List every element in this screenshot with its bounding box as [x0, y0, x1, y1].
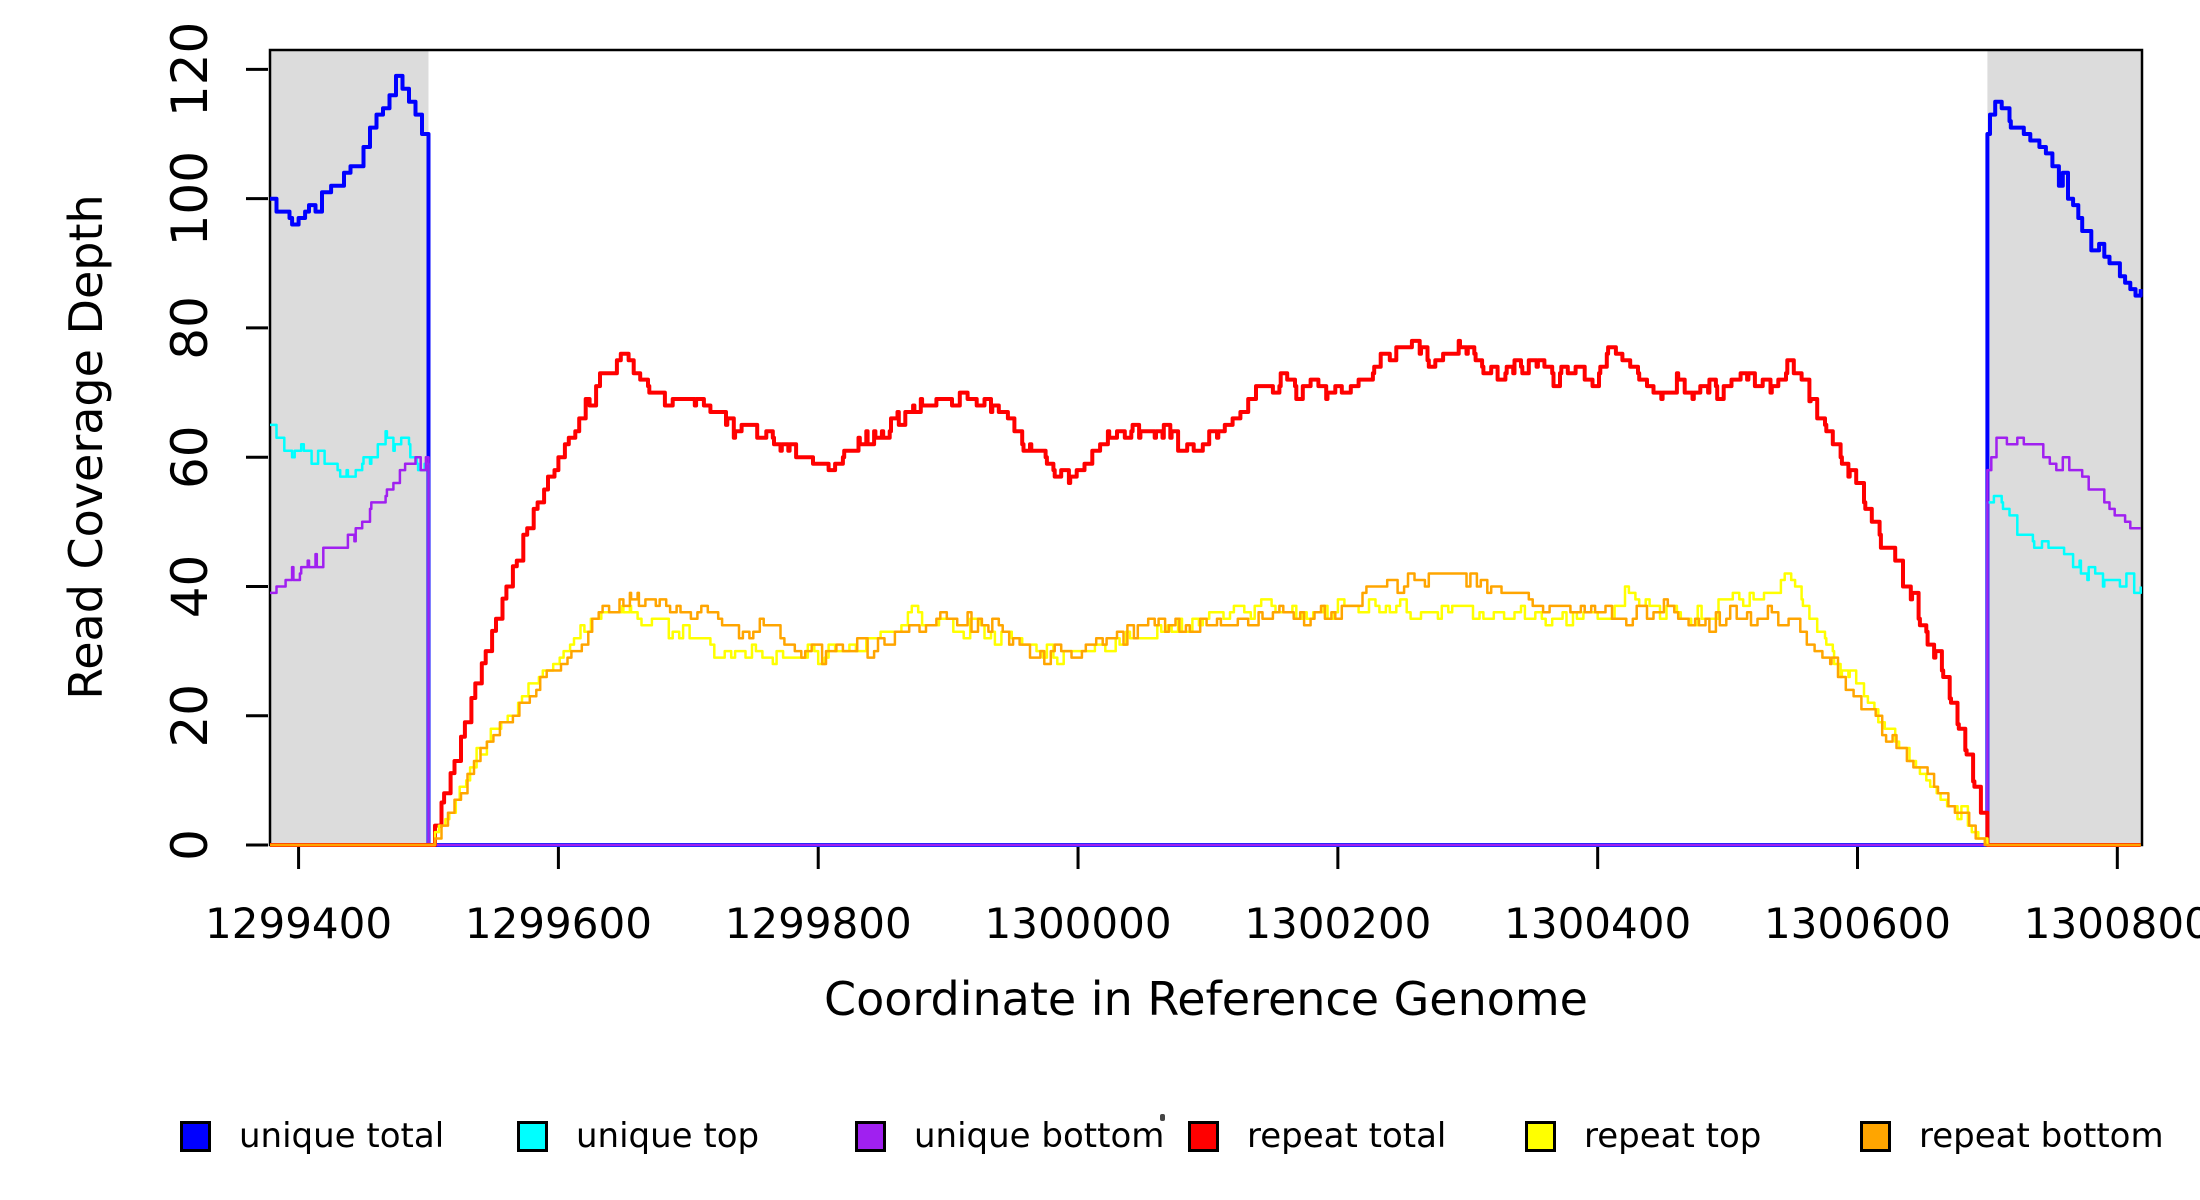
stray-mark-dot: [1160, 1114, 1165, 1121]
legend-item-repeat-top: repeat top: [1525, 1114, 1761, 1158]
unique-total-swatch-icon: [180, 1120, 211, 1152]
series-repeat-total: [270, 338, 2141, 847]
y-tick-label: 60: [161, 425, 219, 489]
x-tick-label: 1300000: [985, 899, 1172, 948]
shaded-region: [270, 50, 429, 845]
y-tick-label: 120: [161, 22, 219, 117]
legend-item-unique-total: unique total: [180, 1114, 444, 1158]
repeat-top-swatch-icon: [1525, 1120, 1556, 1152]
y-tick-label: 100: [161, 151, 219, 246]
shaded-region: [1987, 50, 2142, 845]
y-tick-label: 80: [161, 296, 219, 360]
legend-label: repeat top: [1584, 1116, 1762, 1156]
legend-item-repeat-bottom: repeat bottom: [1860, 1114, 2164, 1158]
legend-item-unique-top: unique top: [517, 1114, 759, 1158]
legend-label: unique total: [239, 1116, 445, 1156]
legend-label: repeat bottom: [1919, 1116, 2164, 1156]
legend-label: unique top: [576, 1116, 760, 1156]
x-axis-title: Coordinate in Reference Genome: [824, 972, 1588, 1026]
legend-label: unique bottom: [914, 1116, 1165, 1156]
repeat-total-swatch-icon: [1188, 1120, 1219, 1152]
unique-top-swatch-icon: [517, 1120, 548, 1152]
y-tick-label: 20: [161, 684, 219, 748]
x-tick-label: 1299400: [205, 899, 392, 948]
unique-bottom-swatch-icon: [855, 1120, 886, 1152]
series-unique-total: [270, 73, 2143, 847]
x-tick-label: 1299800: [725, 899, 912, 948]
y-axis-title: Read Coverage Depth: [59, 194, 113, 700]
legend-item-repeat-total: repeat total: [1188, 1114, 1446, 1158]
series-repeat-bottom: [270, 572, 2141, 847]
series-repeat-top: [270, 572, 2141, 847]
plot-border: [268, 48, 2144, 847]
x-tick-label: 1300200: [1244, 899, 1431, 948]
series-unique-bottom: [270, 436, 2141, 847]
y-tick-label: 40: [161, 555, 219, 619]
repeat-bottom-swatch-icon: [1860, 1120, 1891, 1152]
x-tick-label: 1300600: [1764, 899, 1951, 948]
y-tick-label: 0: [161, 829, 219, 861]
x-tick-label: 1299600: [465, 899, 652, 948]
legend-label: repeat total: [1247, 1116, 1447, 1156]
x-tick-label: 1300400: [1504, 899, 1691, 948]
series-unique-top: [270, 423, 2142, 847]
legend-item-unique-bottom: unique bottom: [855, 1114, 1164, 1158]
x-tick-label: 1300800: [2024, 899, 2200, 948]
